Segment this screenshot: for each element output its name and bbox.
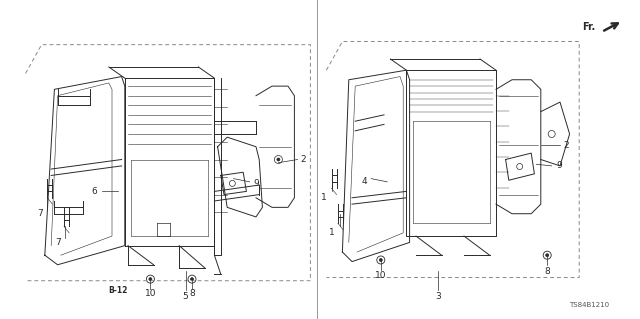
Text: TS84B1210: TS84B1210	[569, 302, 609, 308]
Text: 10: 10	[145, 289, 156, 298]
Circle shape	[277, 158, 280, 161]
Text: Fr.: Fr.	[582, 22, 595, 32]
Circle shape	[546, 254, 548, 257]
Text: 8: 8	[545, 267, 550, 276]
Text: 2: 2	[300, 155, 305, 164]
Text: B-12: B-12	[109, 286, 128, 295]
Text: 10: 10	[375, 271, 387, 280]
Text: 3: 3	[436, 292, 441, 301]
Text: 7: 7	[55, 238, 60, 247]
Text: 5: 5	[183, 292, 188, 301]
Text: 9: 9	[253, 179, 259, 188]
Circle shape	[191, 278, 193, 281]
Text: 9: 9	[557, 161, 562, 170]
Text: 8: 8	[189, 289, 195, 298]
Text: 4: 4	[362, 177, 367, 186]
Text: 7: 7	[38, 209, 43, 218]
Circle shape	[380, 258, 382, 262]
Text: 6: 6	[92, 187, 97, 196]
Text: 1: 1	[329, 228, 334, 237]
Text: 1: 1	[321, 193, 326, 202]
Circle shape	[149, 278, 152, 281]
Text: 2: 2	[564, 141, 569, 150]
